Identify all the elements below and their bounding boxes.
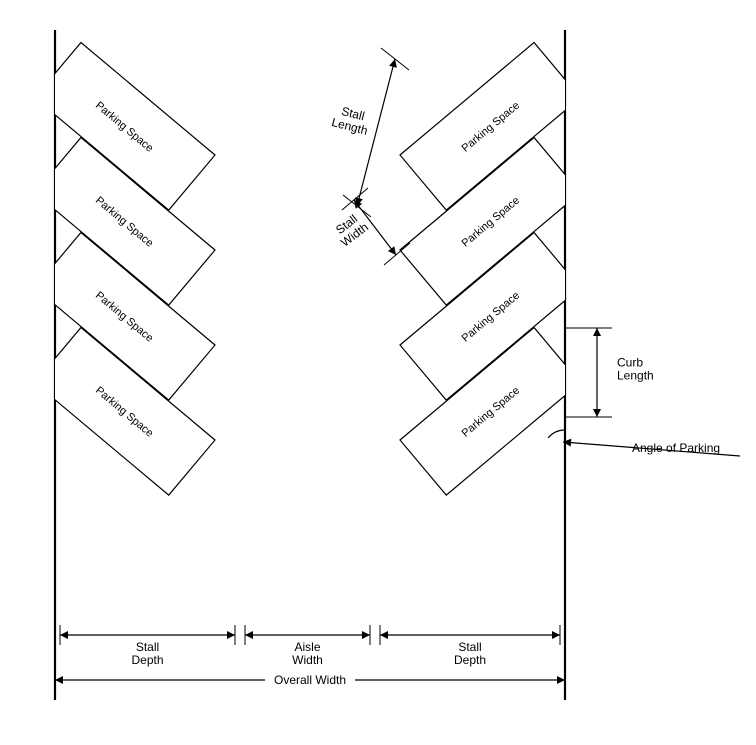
svg-text:StallWidth: StallWidth — [330, 209, 371, 249]
label-curb-length: CurbLength — [617, 356, 654, 383]
label-stall-depth-left: StallDepth — [131, 640, 163, 667]
label-angle-of-parking: Angle of Parking — [632, 441, 720, 455]
svg-text:StallLength: StallLength — [330, 102, 372, 138]
label-stall-depth-right: StallDepth — [454, 640, 486, 667]
label-overall-width: Overall Width — [274, 673, 346, 687]
label-stall-width: StallWidth — [330, 209, 371, 249]
label-stall-length: StallLength — [330, 102, 372, 138]
label-aisle-width: AisleWidth — [292, 640, 323, 667]
angle-arc — [548, 430, 565, 438]
